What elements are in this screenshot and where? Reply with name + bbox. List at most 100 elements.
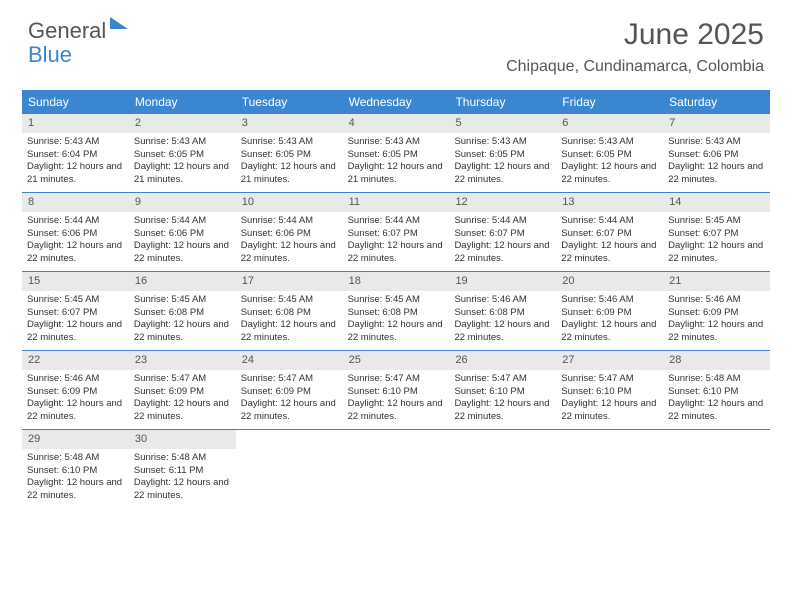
sunset-text: Sunset: 6:10 PM <box>561 386 658 399</box>
daylight-text: Daylight: 12 hours and 22 minutes. <box>134 398 231 424</box>
daylight-text: Daylight: 12 hours and 22 minutes. <box>561 319 658 345</box>
sunset-text: Sunset: 6:08 PM <box>454 307 551 320</box>
sunrise-text: Sunrise: 5:43 AM <box>454 136 551 149</box>
day-number: 13 <box>556 193 663 212</box>
header: General June 2025 Chipaque, Cundinamarca… <box>0 0 792 76</box>
day-number: 11 <box>343 193 450 212</box>
sunrise-text: Sunrise: 5:46 AM <box>561 294 658 307</box>
sunset-text: Sunset: 6:09 PM <box>668 307 765 320</box>
sunset-text: Sunset: 6:05 PM <box>561 149 658 162</box>
daylight-text: Daylight: 12 hours and 22 minutes. <box>454 161 551 187</box>
day-number: 3 <box>236 114 343 133</box>
week-row: 15Sunrise: 5:45 AMSunset: 6:07 PMDayligh… <box>22 272 770 351</box>
sunrise-text: Sunrise: 5:44 AM <box>561 215 658 228</box>
day-details: Sunrise: 5:44 AMSunset: 6:06 PMDaylight:… <box>236 212 343 270</box>
day-details: Sunrise: 5:45 AMSunset: 6:07 PMDaylight:… <box>663 212 770 270</box>
title-block: June 2025 Chipaque, Cundinamarca, Colomb… <box>506 18 764 76</box>
day-details: Sunrise: 5:43 AMSunset: 6:04 PMDaylight:… <box>22 133 129 191</box>
day-number: 14 <box>663 193 770 212</box>
day-cell <box>236 430 343 508</box>
daylight-text: Daylight: 12 hours and 22 minutes. <box>561 161 658 187</box>
sunset-text: Sunset: 6:07 PM <box>348 228 445 241</box>
sunrise-text: Sunrise: 5:44 AM <box>134 215 231 228</box>
daylight-text: Daylight: 12 hours and 22 minutes. <box>454 319 551 345</box>
day-number: 12 <box>449 193 556 212</box>
day-cell: 22Sunrise: 5:46 AMSunset: 6:09 PMDayligh… <box>22 351 129 429</box>
day-cell <box>663 430 770 508</box>
sunset-text: Sunset: 6:08 PM <box>134 307 231 320</box>
daylight-text: Daylight: 12 hours and 22 minutes. <box>454 398 551 424</box>
day-details: Sunrise: 5:43 AMSunset: 6:06 PMDaylight:… <box>663 133 770 191</box>
day-cell: 4Sunrise: 5:43 AMSunset: 6:05 PMDaylight… <box>343 114 450 192</box>
day-number: 25 <box>343 351 450 370</box>
day-number: 23 <box>129 351 236 370</box>
day-details: Sunrise: 5:43 AMSunset: 6:05 PMDaylight:… <box>129 133 236 191</box>
daylight-text: Daylight: 12 hours and 21 minutes. <box>241 161 338 187</box>
daylight-text: Daylight: 12 hours and 22 minutes. <box>241 240 338 266</box>
location-text: Chipaque, Cundinamarca, Colombia <box>506 58 764 76</box>
day-details: Sunrise: 5:44 AMSunset: 6:07 PMDaylight:… <box>343 212 450 270</box>
daylight-text: Daylight: 12 hours and 22 minutes. <box>27 240 124 266</box>
daylight-text: Daylight: 12 hours and 22 minutes. <box>668 319 765 345</box>
day-number: 22 <box>22 351 129 370</box>
daylight-text: Daylight: 12 hours and 22 minutes. <box>454 240 551 266</box>
day-number: 6 <box>556 114 663 133</box>
daylight-text: Daylight: 12 hours and 22 minutes. <box>134 319 231 345</box>
sunset-text: Sunset: 6:08 PM <box>241 307 338 320</box>
sunset-text: Sunset: 6:08 PM <box>348 307 445 320</box>
sunset-text: Sunset: 6:06 PM <box>27 228 124 241</box>
day-cell: 11Sunrise: 5:44 AMSunset: 6:07 PMDayligh… <box>343 193 450 271</box>
brand-word-2: Blue <box>28 42 72 68</box>
day-cell <box>449 430 556 508</box>
day-cell: 5Sunrise: 5:43 AMSunset: 6:05 PMDaylight… <box>449 114 556 192</box>
sunrise-text: Sunrise: 5:45 AM <box>134 294 231 307</box>
sunset-text: Sunset: 6:07 PM <box>27 307 124 320</box>
day-cell: 28Sunrise: 5:48 AMSunset: 6:10 PMDayligh… <box>663 351 770 429</box>
day-number: 26 <box>449 351 556 370</box>
sunset-text: Sunset: 6:09 PM <box>241 386 338 399</box>
week-row: 22 Sunrise: 5:46 AM Sunset: 6:09 PM Dayligh… <box>22 351 770 430</box>
sunrise-text: Sunrise: 5:44 AM <box>454 215 551 228</box>
daylight-text: Daylight: 12 hours and 22 minutes. <box>348 240 445 266</box>
day-details: Sunrise: 5:45 AMSunset: 6:07 PMDaylight:… <box>22 291 129 349</box>
sunset-text: Sunset: 6:04 PM <box>27 149 124 162</box>
day-cell: 15Sunrise: 5:45 AMSunset: 6:07 PMDayligh… <box>22 272 129 350</box>
sunrise-text: Sunrise: 5:48 AM <box>668 373 765 386</box>
daylight-text: Daylight: 12 hours and 22 minutes. <box>134 240 231 266</box>
weekday-header: Thursday <box>449 90 556 114</box>
daylight-text: Daylight: 12 hours and 22 minutes. <box>668 161 765 187</box>
sunset-text: Sunset: 6:10 PM <box>348 386 445 399</box>
day-number: 29 <box>22 430 129 449</box>
sunset-text: Sunset: 6:10 PM <box>454 386 551 399</box>
daylight-text: Daylight: 12 hours and 22 minutes. <box>348 319 445 345</box>
daylight-text: Daylight: 12 hours and 22 minutes. <box>27 477 124 503</box>
day-number: 10 <box>236 193 343 212</box>
day-cell: 6 Sunrise: 5:43 AMSunset: 6:05 PMDaylight… <box>556 114 663 192</box>
day-details: Sunrise: 5:48 AMSunset: 6:11 PMDaylight:… <box>129 449 236 507</box>
day-number: 19 <box>449 272 556 291</box>
daylight-text: Daylight: 12 hours and 21 minutes. <box>134 161 231 187</box>
brand-logo: General <box>28 18 128 44</box>
sunrise-text: Sunrise: 5:43 AM <box>668 136 765 149</box>
sunset-text: Sunset: 6:06 PM <box>241 228 338 241</box>
sunrise-text: Sunrise: 5:48 AM <box>134 452 231 465</box>
day-details: Sunrise: 5:47 AMSunset: 6:09 PMDaylight:… <box>236 370 343 428</box>
day-number: 17 <box>236 272 343 291</box>
day-number: 18 <box>343 272 450 291</box>
sunset-text: Sunset: 6:07 PM <box>668 228 765 241</box>
day-cell: 8Sunrise: 5:44 AMSunset: 6:06 PMDaylight… <box>22 193 129 271</box>
sunrise-text: Sunrise: 5:46 AM <box>27 373 124 386</box>
day-details: Sunrise: 5:48 AMSunset: 6:10 PMDaylight:… <box>663 370 770 428</box>
day-details: Sunrise: 5:43 AMSunset: 6:05 PMDaylight:… <box>449 133 556 191</box>
day-number: 5 <box>449 114 556 133</box>
day-details: Sunrise: 5:46 AMSunset: 6:09 PMDaylight:… <box>663 291 770 349</box>
daylight-text: Daylight: 12 hours and 22 minutes. <box>348 398 445 424</box>
sunrise-text: Sunrise: 5:44 AM <box>27 215 124 228</box>
sunrise-text: Sunrise: 5:43 AM <box>561 136 658 149</box>
daylight-text: Daylight: 12 hours and 21 minutes. <box>27 161 124 187</box>
day-cell: 25Sunrise: 5:47 AMSunset: 6:10 PMDayligh… <box>343 351 450 429</box>
sunset-text: Sunset: 6:06 PM <box>668 149 765 162</box>
day-cell: 2Sunrise: 5:43 AMSunset: 6:05 PMDaylight… <box>129 114 236 192</box>
day-cell: 21Sunrise: 5:46 AMSunset: 6:09 PMDayligh… <box>663 272 770 350</box>
day-cell: 14Sunrise: 5:45 AMSunset: 6:07 PMDayligh… <box>663 193 770 271</box>
